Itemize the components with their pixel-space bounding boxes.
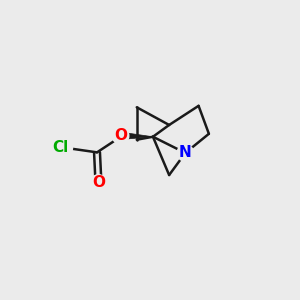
Circle shape (90, 175, 107, 191)
Text: N: N (179, 146, 192, 160)
Circle shape (112, 128, 129, 144)
Circle shape (177, 145, 194, 161)
Text: O: O (92, 176, 105, 190)
Circle shape (48, 135, 73, 159)
Text: Cl: Cl (52, 140, 68, 154)
Polygon shape (122, 132, 153, 140)
Text: O: O (114, 128, 127, 143)
